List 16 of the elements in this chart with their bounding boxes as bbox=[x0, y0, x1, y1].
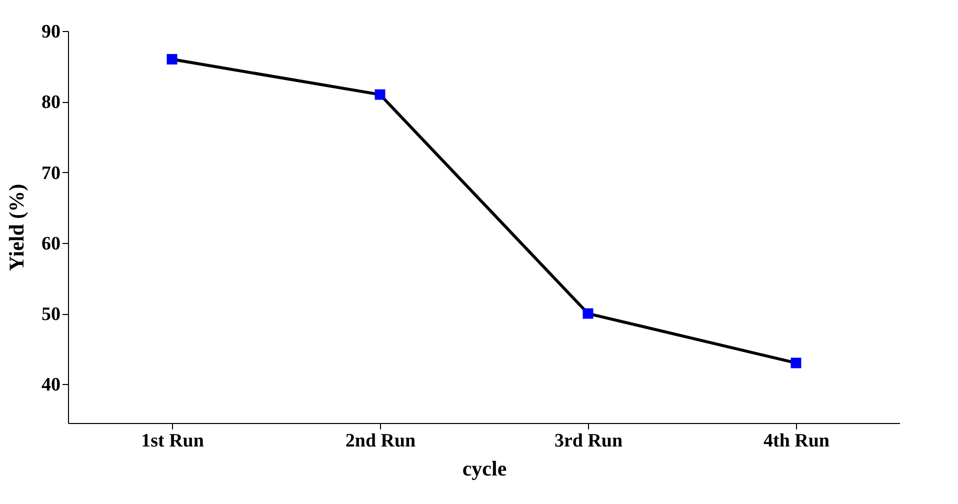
x-tick-label: 4th Run bbox=[764, 430, 830, 452]
point bbox=[790, 358, 802, 368]
point bbox=[582, 308, 594, 319]
y-axis-title: Yield (%) bbox=[4, 184, 28, 272]
x-tick-label: 3rd Run bbox=[554, 430, 623, 452]
y-tick-label: 40 bbox=[42, 374, 60, 396]
point bbox=[374, 89, 386, 100]
x-axis-title: cycle bbox=[462, 456, 507, 480]
y-tick-label: 50 bbox=[42, 304, 60, 326]
point bbox=[166, 54, 178, 64]
x-tick-label: 1st Run bbox=[141, 430, 204, 452]
y-tick-label: 80 bbox=[42, 92, 60, 114]
x-tick-label: 2nd Run bbox=[345, 430, 416, 452]
y-tick-label: 60 bbox=[42, 233, 60, 254]
y-tick-label: 90 bbox=[42, 22, 60, 42]
y-tick-label: 70 bbox=[42, 162, 60, 184]
